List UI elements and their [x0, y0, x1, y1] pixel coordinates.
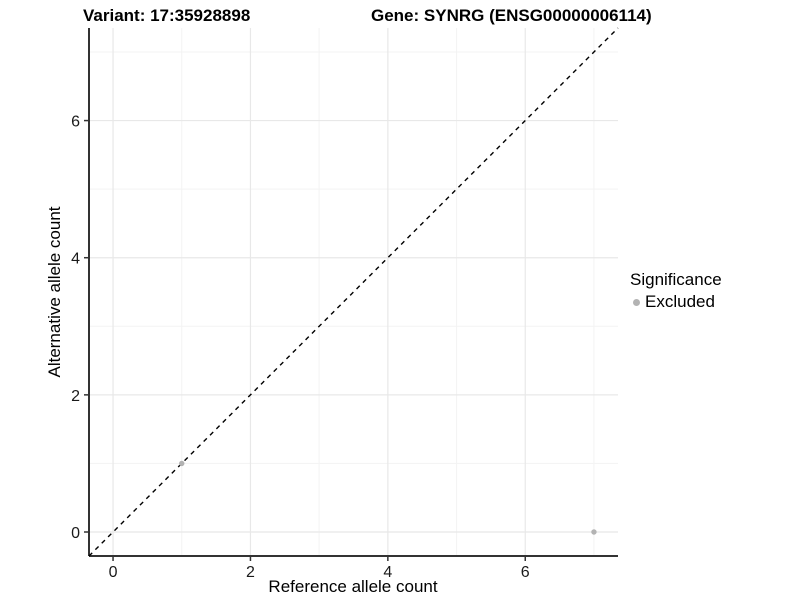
legend-point-icon: [633, 298, 640, 306]
legend-item-excluded: Excluded: [630, 292, 722, 312]
legend-item-label: Excluded: [645, 292, 715, 311]
legend: Significance Excluded: [630, 270, 722, 312]
y-tick-label: 0: [71, 525, 80, 542]
x-tick-label: 0: [109, 564, 118, 581]
x-tick-label: 6: [521, 564, 530, 581]
y-tick-label: 2: [71, 388, 80, 405]
gene-title: Gene: SYNRG (ENSG00000006114): [371, 6, 652, 25]
x-tick-label: 4: [383, 564, 392, 581]
legend-title: Significance: [630, 270, 722, 289]
data-point: [591, 529, 597, 535]
x-tick-label: 2: [246, 564, 255, 581]
x-axis-title: Reference allele count: [268, 577, 438, 596]
y-tick-label: 6: [71, 114, 80, 131]
variant-title: Variant: 17:35928898: [83, 6, 251, 25]
y-tick-label: 4: [71, 251, 80, 268]
data-point: [179, 460, 185, 467]
identity-line: [88, 27, 619, 557]
y-axis-title: Alternative allele count: [45, 206, 64, 378]
